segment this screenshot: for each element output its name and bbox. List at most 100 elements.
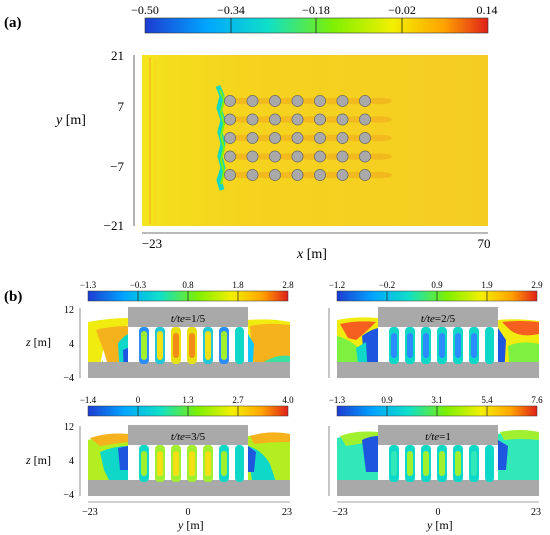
cylinder bbox=[224, 95, 236, 107]
cylinder-wake bbox=[366, 171, 392, 179]
panel-a-x-tick: 70 bbox=[478, 236, 491, 251]
panel-b-y-tick: 0 bbox=[186, 507, 191, 518]
cylinder-wake bbox=[366, 97, 392, 105]
cylinder bbox=[291, 132, 304, 144]
cylinder bbox=[314, 113, 326, 126]
subplot-3-colorbar-tick: 2.7 bbox=[232, 395, 244, 405]
panel-b-label: (b) bbox=[4, 289, 22, 305]
cylinder bbox=[246, 150, 259, 163]
cylinder bbox=[269, 169, 281, 181]
cylinder bbox=[246, 95, 259, 107]
cylinder bbox=[269, 150, 281, 163]
subplot-4-colorbar-tick: −1.3 bbox=[329, 395, 346, 405]
panel-a-colorbar-tick: −0.34 bbox=[217, 3, 245, 17]
panel-b-y-tick: −23 bbox=[332, 507, 348, 518]
cylinder bbox=[269, 95, 281, 107]
panel-a-xlabel: x [m] bbox=[296, 247, 327, 262]
subplot-2-title: t/te=2/5 bbox=[421, 313, 456, 325]
subplot-2-colorbar-tick: −1.2 bbox=[329, 280, 345, 290]
subplot-4-section: t/te=1 bbox=[337, 425, 539, 496]
subplot-1-colorbar: −1.3 −0.3 0.8 1.8 2.8 bbox=[80, 280, 294, 302]
panel-a-axes: 21 7 −7 −21 −23 70 x [m] y [m] bbox=[54, 48, 491, 262]
cylinder bbox=[359, 95, 371, 107]
panel-b-z-tick: 4 bbox=[69, 456, 74, 467]
panel-a-y-tick: 21 bbox=[111, 48, 124, 63]
panel-a-plan-field bbox=[142, 55, 488, 226]
section-subplot-2: −1.2 −0.2 0.9 1.9 2.9 t/te=2/5 bbox=[329, 280, 543, 378]
cylinder bbox=[314, 150, 326, 163]
panel-a-colorbar-tick: −0.18 bbox=[302, 3, 330, 17]
panel-a-cylinder-grid bbox=[224, 95, 392, 181]
subplot-1-colorbar-tick: −0.3 bbox=[130, 280, 147, 290]
panel-a-colorbar-tick: 0.14 bbox=[477, 3, 498, 17]
cylinder bbox=[224, 150, 236, 163]
panel-b-y-tick: −23 bbox=[82, 507, 98, 518]
subplot-4-colorbar: −1.3 0.9 3.1 5.4 7.6 bbox=[329, 395, 543, 417]
section-subplot-3: −1.4 0 1.3 2.7 4.0 t/te=3/5 bbox=[80, 395, 294, 496]
panel-b-zlabel: z [m] bbox=[25, 335, 51, 349]
panel-b-ylabel: y [m] bbox=[177, 518, 204, 532]
subplot-3-colorbar-tick: 1.3 bbox=[182, 395, 194, 405]
cylinder bbox=[359, 132, 371, 144]
cylinder bbox=[314, 132, 326, 144]
subplot-3-title: t/te=3/5 bbox=[171, 431, 206, 443]
panel-b-z-tick: 4 bbox=[69, 339, 74, 350]
subplot-4-colorbar-tick: 7.6 bbox=[531, 395, 543, 405]
cylinder bbox=[336, 169, 349, 181]
cylinder bbox=[246, 169, 259, 181]
cylinder bbox=[246, 132, 259, 144]
subplot-2-colorbar-tick: 2.9 bbox=[531, 280, 543, 290]
cylinder bbox=[291, 150, 304, 163]
cylinder bbox=[291, 113, 304, 126]
subplot-2-section: t/te=2/5 bbox=[337, 307, 539, 378]
panel-b-z-tick: −4 bbox=[63, 373, 74, 384]
section-subplot-4: −1.3 0.9 3.1 5.4 7.6 t/te=1 bbox=[329, 395, 543, 496]
subplot-1-colorbar-tick: 0.8 bbox=[182, 280, 194, 290]
subplot-1-colorbar-tick: 2.8 bbox=[282, 280, 294, 290]
panel-a-y-tick: −21 bbox=[104, 218, 124, 233]
cylinder bbox=[359, 113, 371, 126]
panel-a-y-tick: −7 bbox=[110, 159, 124, 174]
panel-a-colorbar-tick: −0.50 bbox=[131, 3, 159, 17]
cylinder bbox=[246, 113, 259, 126]
cylinder bbox=[336, 150, 349, 163]
subplot-2-colorbar-tick: −0.2 bbox=[379, 280, 395, 290]
panel-a-x-tick: −23 bbox=[142, 236, 162, 251]
cylinder-wake bbox=[366, 153, 392, 160]
section-subplot-1: −1.3 −0.3 0.8 1.8 2.8 t/te=1/5 bbox=[80, 280, 294, 378]
cylinder bbox=[224, 169, 236, 181]
cylinder bbox=[359, 169, 371, 181]
cylinder bbox=[291, 95, 304, 107]
subplot-1-section: t/te=1/5 bbox=[88, 307, 290, 378]
panel-a-colorbar-tick: −0.02 bbox=[388, 3, 416, 17]
cylinder bbox=[269, 132, 281, 144]
cylinder bbox=[314, 95, 326, 107]
cylinder bbox=[336, 132, 349, 144]
cylinder bbox=[291, 169, 304, 181]
panel-b-zlabel: z [m] bbox=[25, 453, 51, 467]
subplot-2-colorbar-tick: 1.9 bbox=[481, 280, 493, 290]
subplot-4-colorbar-tick: 0.9 bbox=[381, 395, 393, 405]
panel-b-z-tick: 12 bbox=[64, 305, 74, 316]
cylinder bbox=[224, 113, 236, 126]
subplot-3-colorbar-tick: 4.0 bbox=[282, 395, 294, 405]
subplot-4-title: t/te=1 bbox=[425, 431, 451, 443]
subplot-3-colorbar-tick: −1.4 bbox=[80, 395, 97, 405]
panel-a-ylabel: y [m] bbox=[54, 113, 86, 128]
subplot-4-colorbar-tick: 5.4 bbox=[481, 395, 493, 405]
panel-a-y-tick: 7 bbox=[118, 99, 125, 114]
subplot-2-colorbar-tick: 0.9 bbox=[431, 280, 443, 290]
panel-a-label: (a) bbox=[4, 15, 22, 31]
panel-b-ylabel: y [m] bbox=[426, 518, 453, 532]
panel-b-y-tick: 23 bbox=[531, 507, 541, 518]
subplot-4-colorbar-tick: 3.1 bbox=[431, 395, 442, 405]
subplot-2-colorbar: −1.2 −0.2 0.9 1.9 2.9 bbox=[329, 280, 543, 302]
subplot-1-colorbar-tick: −1.3 bbox=[80, 280, 97, 290]
cylinder bbox=[314, 169, 326, 181]
subplot-1-title: t/te=1/5 bbox=[171, 313, 206, 325]
cylinder bbox=[336, 113, 349, 126]
cylinder bbox=[359, 150, 371, 163]
subplot-3-colorbar-tick: 0 bbox=[136, 395, 141, 405]
subplot-3-colorbar: −1.4 0 1.3 2.7 4.0 bbox=[80, 395, 294, 417]
